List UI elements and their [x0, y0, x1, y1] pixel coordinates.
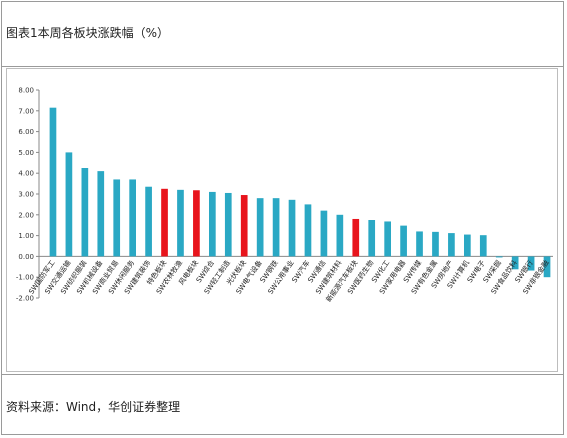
bar-12: [224, 192, 232, 257]
bar-2: [65, 152, 73, 257]
bar-chart: 8.00 7.00 6.00 5.00 4.00 3.00 2.00 1.00 0.00 -1.0…: [16, 87, 553, 304]
bar-11: [209, 191, 216, 257]
y-tick-label: 8.00: [18, 87, 34, 95]
bar-10: [193, 190, 200, 257]
title-divider: [1, 66, 564, 67]
bar-15: [272, 198, 280, 257]
bar-19: [336, 214, 344, 257]
y-tick-label: 0.00: [18, 253, 34, 261]
bar-4: [97, 171, 105, 257]
bar-25: [432, 231, 439, 257]
bar-13: [240, 195, 248, 257]
y-tick-label: 1.00: [18, 232, 34, 240]
bar-3: [81, 168, 89, 257]
bar-28: [479, 235, 487, 257]
bar-9: [177, 189, 184, 257]
bar-18: [320, 210, 328, 257]
bar-16: [288, 199, 296, 257]
source-note: 资料来源：Wind，华创证券整理: [6, 400, 181, 414]
y-tick-label: 2.00: [18, 211, 34, 219]
bar-8: [161, 188, 168, 257]
bar-14: [256, 198, 264, 257]
y-tick-label: 7.00: [18, 107, 34, 115]
source-divider: [1, 374, 564, 375]
bar-22: [384, 221, 391, 257]
bar-26: [448, 233, 455, 257]
y-tick-label: -1.00: [16, 274, 34, 282]
chart-area: 8.00 7.00 6.00 5.00 4.00 3.00 2.00 1.00 0.00 -1.0…: [6, 68, 558, 372]
bar-6: [129, 179, 136, 257]
bar-7: [145, 186, 152, 257]
bar-20: [352, 218, 360, 257]
bar-27: [464, 234, 471, 257]
bar-32: [543, 256, 551, 278]
y-tick-label: -2.00: [16, 295, 34, 303]
bar-23: [400, 225, 407, 257]
y-tick-label: 3.00: [18, 191, 34, 199]
figure-title: 图表1本周各板块涨跌幅（%）: [6, 26, 170, 40]
bar-29: [495, 256, 503, 258]
bar-24: [416, 231, 423, 257]
bar-31: [527, 256, 535, 271]
bar-17: [304, 204, 312, 257]
bar-5: [113, 179, 121, 257]
bar-21: [368, 220, 376, 257]
y-tick-label: 5.00: [18, 149, 34, 157]
y-tick-label: 4.00: [18, 170, 34, 178]
y-tick-label: 6.00: [18, 128, 34, 136]
bar-30: [511, 256, 519, 270]
bar-1: [49, 107, 57, 257]
